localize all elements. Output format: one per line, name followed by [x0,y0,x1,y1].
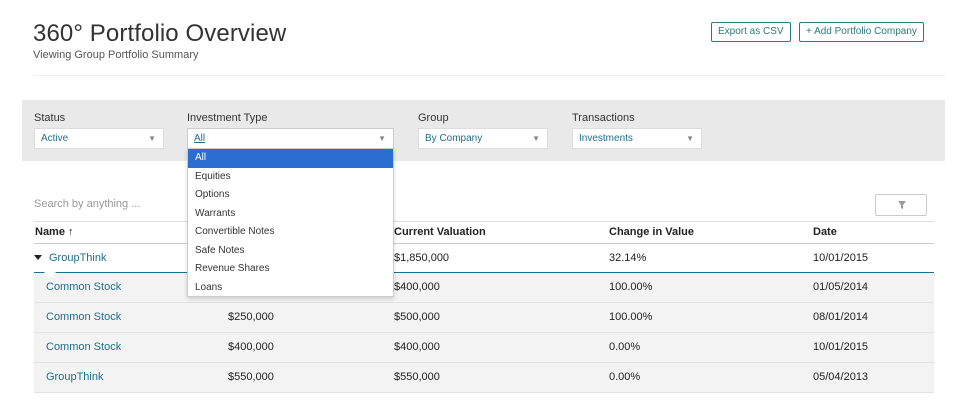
row-invested: $550,000 [228,371,274,383]
row-change-in-value: 0.00% [609,371,641,383]
search-input[interactable]: Search by anything ... [34,198,141,210]
dropdown-option-safe-notes[interactable]: Safe Notes [195,244,245,256]
investment-type-dropdown: All Equities Options Warrants Convertibl… [187,148,394,297]
column-header-change-in-value[interactable]: Change in Value [609,226,694,238]
filter-button[interactable] [875,194,927,216]
dropdown-option-revenue-shares[interactable]: Revenue Shares [195,263,270,274]
export-csv-button[interactable]: Export as CSV [711,22,791,42]
dropdown-option-loans[interactable]: Loans [195,281,223,293]
chevron-down-icon: ▼ [532,134,540,143]
chevron-down-icon: ▼ [686,134,694,143]
group-select-value: By Company [425,133,483,144]
group-change-in-value: 32.14% [609,252,647,264]
row-date: 01/05/2014 [813,281,869,293]
group-filter-label: Group [418,112,449,124]
caret-down-icon[interactable] [34,255,42,260]
dropdown-option-convertible-notes[interactable]: Convertible Notes [195,226,275,237]
table-header: Name ↑ Current Valuation Change in Value… [34,221,934,244]
column-header-date[interactable]: Date [813,226,837,238]
chevron-down-icon: ▼ [148,134,156,143]
add-portfolio-company-button[interactable]: + Add Portfolio Company [799,22,924,42]
investment-type-select-value: All [194,133,206,144]
column-header-name[interactable]: Name ↑ [35,226,74,238]
column-header-current-valuation[interactable]: Current Valuation [394,226,486,238]
transactions-filter-label: Transactions [572,112,635,124]
dropdown-option-options[interactable]: Options [195,189,230,200]
page-subtitle: Viewing Group Portfolio Summary [33,49,199,61]
row-date: 05/04/2013 [813,371,869,383]
row-pointer-notch [44,272,56,278]
group-select[interactable]: By Company ▼ [418,128,548,149]
dropdown-option-equities[interactable]: Equities [195,170,231,182]
row-current-valuation: $550,000 [394,371,440,383]
group-name-link[interactable]: GroupThink [49,252,107,264]
chevron-down-icon: ▼ [378,134,386,143]
row-date: 08/01/2014 [813,311,869,323]
row-change-in-value: 100.00% [609,311,653,323]
status-filter-label: Status [34,112,66,124]
row-invested: $250,000 [228,311,274,323]
table-group-row[interactable]: GroupThink $1,850,000 32.14% 10/01/2015 [34,244,934,273]
row-current-valuation: $400,000 [394,281,440,293]
table-row[interactable]: GroupThink $550,000 $550,000 0.00% 05/04… [34,363,934,393]
transactions-select[interactable]: Investments ▼ [572,128,702,149]
table-row[interactable]: Common Stock $400,000 $400,000 0.00% 10/… [34,333,934,363]
status-select[interactable]: Active ▼ [34,128,164,149]
table-row[interactable]: Common Stock $400,000 100.00% 01/05/2014 [34,272,934,303]
filter-bar: Status Active ▼ Investment Type All ▼ Gr… [22,100,945,161]
dropdown-option-all[interactable]: All [188,149,393,168]
row-change-in-value: 100.00% [609,281,653,293]
filter-icon [898,201,906,209]
page-title: 360° Portfolio Overview [33,20,287,47]
group-date: 10/01/2015 [813,252,869,264]
row-name-link[interactable]: GroupThink [46,371,104,383]
row-change-in-value: 0.00% [609,341,641,353]
header-divider [33,75,945,76]
row-name-link[interactable]: Common Stock [46,281,122,293]
investment-type-select[interactable]: All ▼ [187,128,394,149]
row-current-valuation: $500,000 [394,311,440,323]
row-name-link[interactable]: Common Stock [46,341,122,353]
status-select-value: Active [41,133,69,144]
group-current-valuation: $1,850,000 [394,252,450,264]
investment-type-filter-label: Investment Type [187,112,268,124]
table-row[interactable]: Common Stock $250,000 $500,000 100.00% 0… [34,303,934,333]
row-date: 10/01/2015 [813,341,869,353]
row-current-valuation: $400,000 [394,341,440,353]
row-name-link[interactable]: Common Stock [46,311,122,323]
dropdown-option-warrants[interactable]: Warrants [195,207,236,219]
transactions-select-value: Investments [579,133,633,144]
row-invested: $400,000 [228,341,274,353]
